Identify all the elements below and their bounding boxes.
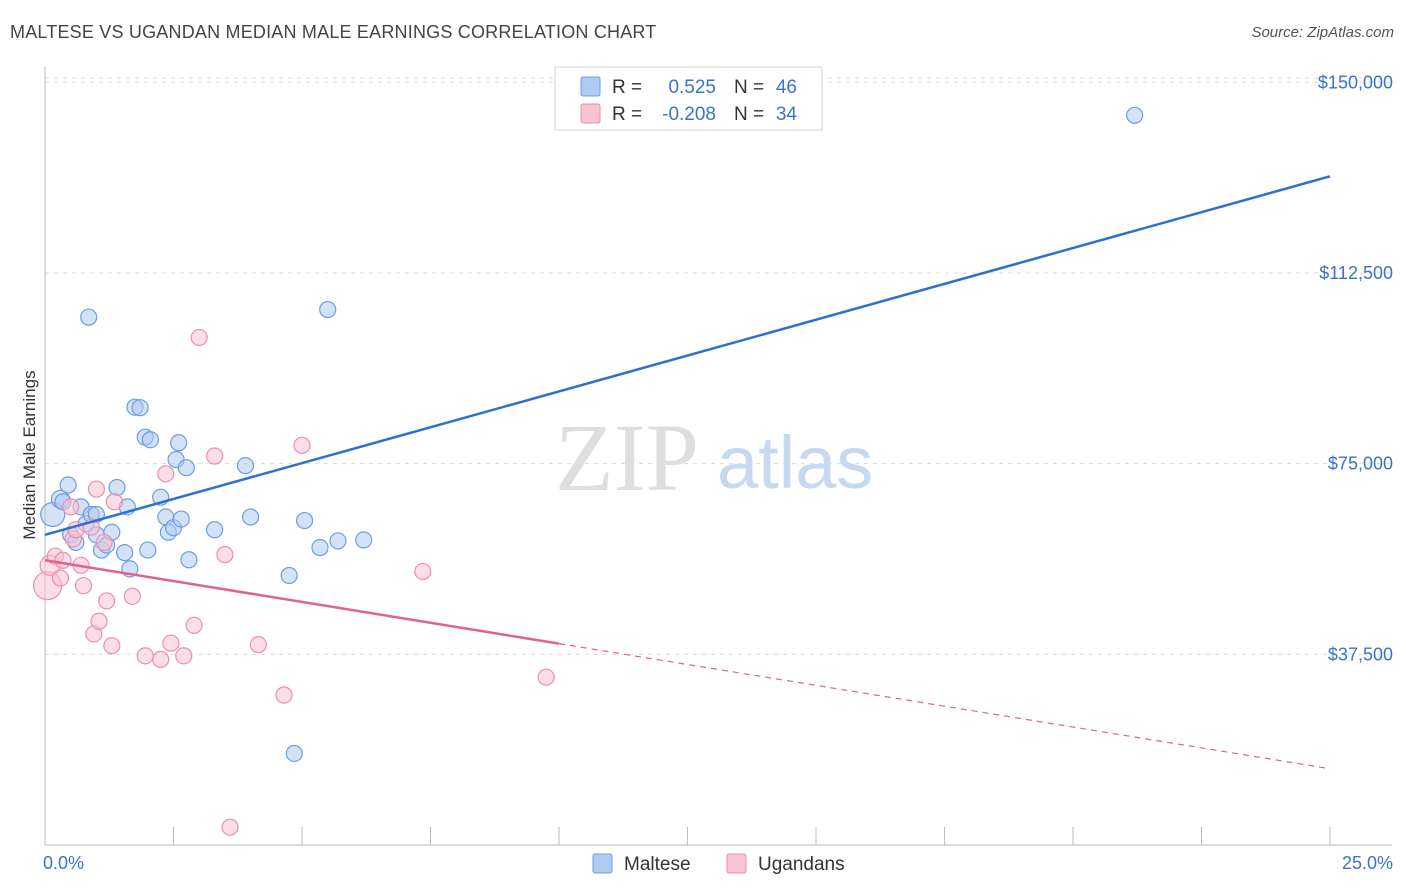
ugandan-point: [216, 546, 234, 564]
ugandan-trend-line-extrapolated: [558, 643, 1331, 770]
ugandan-point: [275, 686, 293, 704]
trend-lines: [44, 175, 1331, 770]
legend-n-value-maltese: 46: [776, 77, 797, 98]
legend-box: R = 0.525 N = 46 R = -0.208 N = 34: [554, 66, 823, 131]
ugandan-point: [157, 465, 175, 483]
maltese-point: [116, 544, 134, 562]
ugandan-point: [105, 493, 123, 511]
source-label: Source: ZipAtlas.com: [1251, 24, 1394, 41]
bottom-legend-label-maltese: Maltese: [624, 854, 691, 875]
maltese-point: [295, 511, 314, 530]
ugandan-point: [152, 650, 170, 668]
ugandan-point: [185, 616, 203, 634]
legend-n-label-maltese: N =: [734, 77, 764, 98]
ugandan-point: [175, 647, 193, 665]
maltese-point: [1126, 106, 1144, 124]
ugandan-point: [87, 480, 106, 498]
watermark-atlas: atlas: [717, 421, 873, 504]
ugandan-point: [54, 551, 72, 569]
ugandan-point: [293, 436, 311, 454]
y-tick-label: $112,500: [1319, 263, 1393, 283]
maltese-trend-line: [44, 175, 1331, 537]
ugandan-point: [95, 533, 113, 552]
ugandan-point: [51, 569, 70, 587]
y-axis-title: Median Male Earnings: [20, 370, 39, 539]
maltese-point: [177, 459, 195, 477]
bottom-legend-swatch-maltese: [592, 853, 613, 874]
watermark: ZIP atlas: [555, 404, 873, 511]
maltese-point: [242, 508, 260, 526]
ugandan-trend-line: [44, 559, 560, 645]
ugandan-point: [206, 447, 224, 465]
legend-swatch-maltese: [580, 76, 601, 97]
maltese-point: [280, 566, 298, 585]
maltese-point: [80, 308, 98, 326]
y-tick-label: $37,500: [1328, 644, 1393, 664]
ugandan-point: [98, 592, 116, 610]
legend-r-value-maltese: 0.525: [668, 77, 716, 98]
ugandan-point: [414, 562, 432, 581]
maltese-point: [319, 300, 337, 319]
watermark-zip: ZIP: [555, 404, 699, 511]
legend-swatch-ugandan: [580, 103, 601, 124]
legend-n-value-ugandan: 34: [776, 104, 798, 125]
maltese-point: [236, 457, 255, 475]
maltese-point: [180, 551, 198, 569]
legend-r-label-maltese: R =: [612, 77, 642, 98]
maltese-point: [355, 531, 373, 549]
ugandan-point: [123, 587, 141, 605]
ugandan-point: [221, 818, 239, 836]
legend-r-value-ugandan: -0.208: [662, 104, 716, 125]
bottom-legend: Maltese Ugandans: [592, 853, 845, 875]
chart-title: MALTESE VS UGANDAN MEDIAN MALE EARNINGS …: [10, 22, 657, 42]
ugandan-point: [62, 498, 80, 516]
maltese-point: [170, 434, 188, 452]
ugandan-point: [74, 577, 93, 595]
y-tick-label: $75,000: [1328, 454, 1393, 474]
maltese-point: [139, 541, 157, 559]
maltese-point: [311, 538, 329, 557]
legend-r-label-ugandan: R =: [612, 104, 642, 125]
maltese-point: [172, 510, 190, 528]
maltese-point: [141, 431, 159, 449]
legend-n-label-ugandan: N =: [734, 104, 764, 125]
ugandan-point: [103, 637, 121, 655]
maltese-point: [131, 399, 149, 417]
y-tick-label: $150,000: [1318, 72, 1393, 92]
ugandan-point: [190, 328, 208, 347]
x-tick-label-min: 0.0%: [43, 853, 84, 873]
bottom-legend-swatch-ugandan: [726, 853, 747, 874]
ugandan-point: [136, 647, 154, 665]
gridlines: [45, 77, 1392, 655]
maltese-point: [285, 744, 303, 763]
maltese-point: [59, 476, 77, 494]
ugandan-point: [162, 634, 180, 652]
maltese-point: [108, 478, 126, 497]
y-tick-labels: $37,500 $75,000 $112,500 $150,000: [1318, 72, 1393, 664]
maltese-point: [206, 521, 224, 539]
axes: [44, 67, 1392, 846]
ugandan-point: [249, 636, 267, 654]
ugandan-point: [537, 668, 555, 686]
maltese-point: [329, 532, 347, 550]
ugandan-point: [90, 612, 108, 630]
bottom-legend-label-ugandan: Ugandans: [758, 854, 845, 875]
x-tick-label-max: 25.0%: [1342, 853, 1393, 873]
